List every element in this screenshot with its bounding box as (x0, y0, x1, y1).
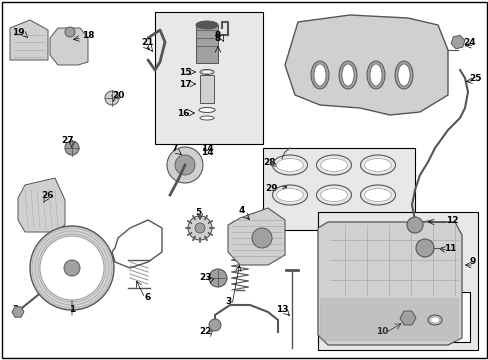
Circle shape (65, 27, 75, 37)
Circle shape (105, 91, 119, 105)
Bar (263, 148, 414, 230)
Bar (317, 212, 477, 350)
Ellipse shape (200, 116, 214, 120)
Bar (196, 25, 218, 63)
Text: 16: 16 (176, 108, 189, 117)
Text: 6: 6 (144, 293, 151, 302)
Ellipse shape (310, 61, 328, 89)
Bar (319, 298, 457, 340)
Text: 25: 25 (468, 73, 480, 82)
Circle shape (187, 216, 212, 240)
Text: 21: 21 (142, 37, 154, 46)
Circle shape (30, 226, 114, 310)
Ellipse shape (364, 158, 391, 171)
Text: 5: 5 (195, 207, 201, 216)
Text: 4: 4 (238, 206, 244, 215)
Polygon shape (227, 208, 285, 265)
Ellipse shape (196, 21, 218, 29)
Polygon shape (10, 20, 48, 60)
Bar (200, 75, 214, 103)
Text: 28: 28 (263, 158, 276, 166)
Ellipse shape (394, 61, 412, 89)
Circle shape (415, 239, 433, 257)
Text: 2: 2 (12, 306, 18, 315)
Polygon shape (317, 222, 461, 345)
Circle shape (65, 141, 79, 155)
Text: 20: 20 (112, 90, 124, 99)
Circle shape (251, 228, 271, 248)
Polygon shape (285, 15, 447, 115)
Polygon shape (18, 178, 65, 232)
Text: 7: 7 (171, 144, 178, 153)
Text: 23: 23 (199, 274, 212, 283)
Bar (155, 12, 263, 144)
Ellipse shape (199, 108, 215, 113)
Text: 13: 13 (275, 306, 287, 315)
Ellipse shape (397, 64, 409, 86)
Circle shape (64, 260, 80, 276)
Text: 14: 14 (200, 148, 213, 157)
Ellipse shape (202, 71, 212, 73)
Text: 9: 9 (469, 257, 475, 266)
Circle shape (406, 217, 422, 233)
Ellipse shape (313, 64, 325, 86)
Text: 8: 8 (214, 33, 221, 42)
Text: 19: 19 (12, 27, 24, 36)
Text: 15: 15 (179, 68, 191, 77)
Ellipse shape (276, 158, 303, 171)
Circle shape (208, 319, 221, 331)
Text: 1: 1 (69, 306, 75, 315)
Ellipse shape (341, 64, 353, 86)
Circle shape (167, 147, 203, 183)
Text: 26: 26 (41, 190, 54, 199)
Text: 11: 11 (443, 243, 455, 252)
Ellipse shape (200, 69, 214, 75)
Text: 10: 10 (375, 328, 387, 337)
Circle shape (195, 223, 204, 233)
Text: 27: 27 (61, 135, 74, 144)
Text: 12: 12 (445, 216, 457, 225)
Text: 24: 24 (463, 37, 475, 46)
Circle shape (40, 236, 104, 300)
Text: 18: 18 (81, 31, 94, 40)
Ellipse shape (369, 64, 381, 86)
Ellipse shape (320, 189, 347, 202)
Text: 17: 17 (178, 80, 191, 89)
Ellipse shape (364, 189, 391, 202)
Ellipse shape (429, 317, 439, 323)
Text: 29: 29 (265, 184, 278, 193)
Ellipse shape (366, 61, 384, 89)
Ellipse shape (320, 158, 347, 171)
Text: 22: 22 (198, 328, 211, 337)
Bar (379, 292, 469, 342)
Circle shape (208, 269, 226, 287)
Text: 3: 3 (224, 297, 231, 306)
Circle shape (175, 155, 195, 175)
Text: 14: 14 (200, 144, 213, 153)
Text: 8: 8 (214, 31, 221, 40)
Ellipse shape (338, 61, 356, 89)
Ellipse shape (276, 189, 303, 202)
Polygon shape (50, 28, 88, 65)
